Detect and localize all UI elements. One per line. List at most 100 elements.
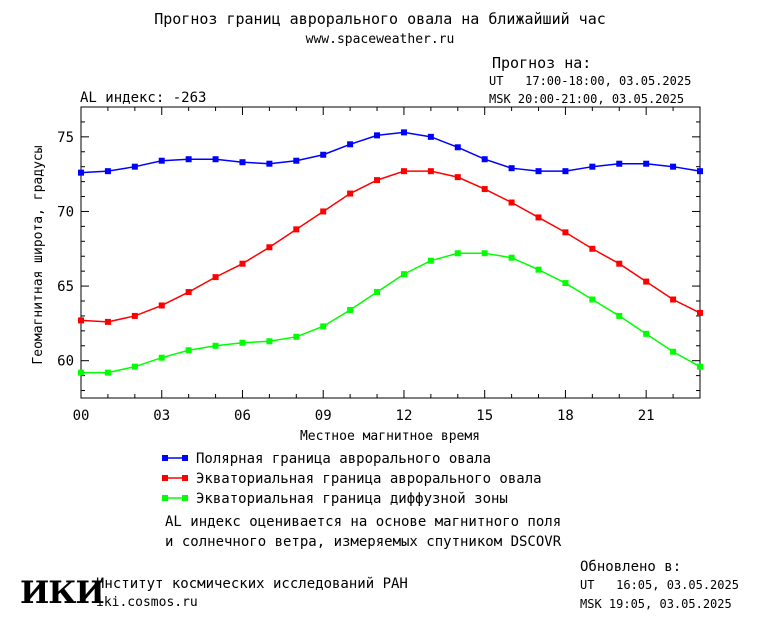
data-point — [293, 333, 300, 340]
data-point — [212, 156, 219, 163]
data-point — [374, 132, 381, 139]
data-point — [347, 141, 354, 148]
data-point — [320, 151, 327, 158]
legend-marker — [162, 455, 168, 461]
legend-label: Экваториальная граница диффузной зоны — [196, 491, 508, 507]
data-point — [427, 257, 434, 264]
data-point — [400, 129, 407, 136]
series-line-2 — [81, 252, 701, 374]
legend-marker — [182, 455, 188, 461]
updated-label: Обновлено в: — [580, 559, 682, 575]
data-point — [158, 302, 165, 309]
data-point — [616, 260, 623, 267]
data-point — [427, 168, 434, 175]
data-point — [78, 369, 84, 376]
institute-url[interactable]: iki.cosmos.ru — [96, 595, 198, 610]
y-tick-label: 70 — [57, 204, 74, 220]
data-point — [104, 318, 111, 325]
legend-label: Экваториальная граница аврорального овал… — [196, 471, 542, 487]
x-tick-label: 03 — [153, 408, 170, 424]
data-point — [185, 347, 192, 354]
x-axis-label: Местное магнитное время — [300, 429, 480, 444]
forecast-label: Прогноз на: — [492, 54, 592, 72]
data-point — [239, 159, 246, 166]
updated-ut: UT 16:05, 03.05.2025 — [580, 578, 739, 592]
x-tick-label: 12 — [396, 408, 413, 424]
data-point — [400, 168, 407, 175]
data-point — [562, 168, 569, 175]
data-point — [158, 354, 165, 361]
data-point — [266, 338, 273, 345]
data-point — [670, 163, 677, 170]
data-point — [104, 168, 111, 175]
data-point — [454, 174, 461, 181]
data-point — [481, 156, 488, 163]
data-point — [697, 363, 703, 370]
data-point — [535, 214, 542, 221]
legend-marker — [182, 475, 188, 481]
legend-label: Полярная граница аврорального овала — [196, 451, 491, 467]
data-point — [535, 168, 542, 175]
data-point — [131, 363, 138, 370]
data-point — [427, 133, 434, 140]
data-point — [454, 250, 461, 257]
data-point — [670, 296, 677, 303]
data-point — [589, 296, 596, 303]
data-point — [239, 260, 246, 267]
site-url: www.spaceweather.ru — [305, 32, 455, 47]
data-point — [374, 289, 381, 296]
data-point — [320, 208, 327, 215]
data-point — [131, 163, 138, 170]
y-axis-label: Геомагнитная широта, градусы — [31, 145, 46, 364]
data-point — [589, 163, 596, 170]
updated-msk: MSK 19:05, 03.05.2025 — [580, 597, 732, 611]
data-point — [589, 245, 596, 252]
al-index: AL индекс: -263 — [80, 90, 207, 106]
data-point — [697, 309, 703, 316]
series-line-0 — [80, 131, 701, 174]
x-tick-label: 06 — [234, 408, 251, 424]
data-point — [643, 278, 650, 285]
data-point — [266, 244, 273, 251]
data-point — [347, 190, 354, 197]
plot-frame — [80, 106, 701, 399]
data-point — [266, 160, 273, 167]
data-point — [185, 156, 192, 163]
forecast-msk: MSK 20:00-21:00, 03.05.2025 — [489, 92, 685, 106]
data-point — [239, 339, 246, 346]
x-tick-label: 00 — [73, 408, 90, 424]
data-point — [400, 271, 407, 278]
data-point — [78, 317, 84, 324]
data-point — [616, 160, 623, 167]
data-point — [481, 186, 488, 193]
x-tick-label: 18 — [557, 408, 574, 424]
y-tick-label: 75 — [57, 130, 74, 146]
data-point — [508, 165, 515, 172]
forecast-ut: UT 17:00-18:00, 03.05.2025 — [489, 74, 692, 88]
data-point — [293, 157, 300, 164]
data-point — [185, 289, 192, 296]
data-point — [535, 266, 542, 273]
legend-marker — [162, 475, 168, 481]
data-point — [131, 312, 138, 319]
note-line-2: и солнечного ветра, измеряемых спутником… — [165, 534, 562, 550]
x-tick-label: 15 — [476, 408, 493, 424]
data-point — [78, 169, 84, 176]
data-point — [508, 254, 515, 261]
chart-title: Прогноз границ аврорального овала на бли… — [154, 10, 606, 28]
data-point — [320, 323, 327, 330]
iki-logo: ИКИ — [20, 575, 105, 611]
data-point — [374, 177, 381, 184]
data-point — [562, 229, 569, 236]
data-point — [158, 157, 165, 164]
data-point — [670, 348, 677, 355]
data-point — [697, 168, 703, 175]
data-point — [562, 280, 569, 287]
legend-marker — [162, 495, 168, 501]
note-line-1: AL индекс оценивается на основе магнитно… — [165, 514, 562, 530]
y-tick-label: 65 — [57, 279, 74, 295]
data-point — [481, 250, 488, 257]
institute-name: Институт космических исследований РАН — [96, 576, 408, 592]
x-tick-label: 21 — [638, 408, 655, 424]
